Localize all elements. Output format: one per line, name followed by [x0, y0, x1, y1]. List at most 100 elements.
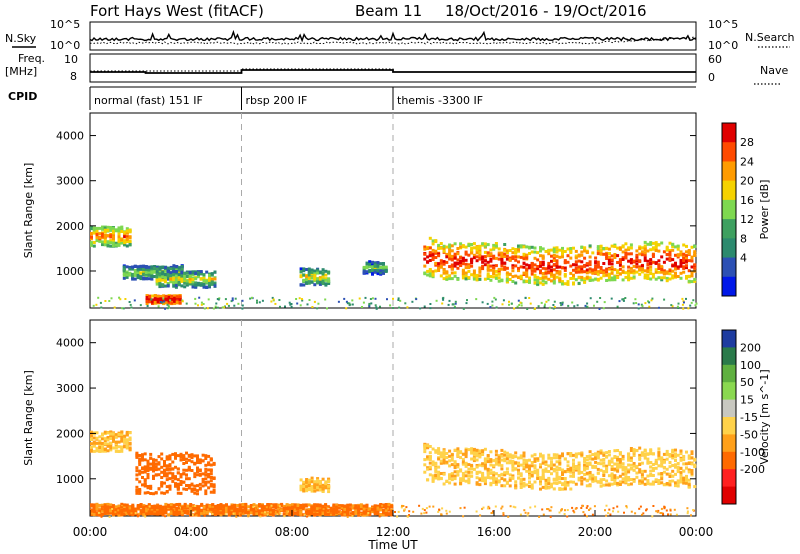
- velocity-echo-cell: [618, 451, 622, 455]
- power-echo-cell: [321, 271, 325, 275]
- power-echo-cell: [624, 242, 628, 246]
- power-echo-cell: [470, 273, 474, 277]
- power-echo-cell: [109, 226, 113, 229]
- power-echo-cell: [674, 261, 677, 265]
- velocity-echo-cell: [461, 452, 465, 456]
- power-echo-cell: [585, 268, 589, 272]
- power-noise-cell: [231, 297, 234, 300]
- velocity-echo-cell: [671, 469, 675, 473]
- velocity-echo-cell: [318, 488, 322, 492]
- velocity-echo-cell: [588, 457, 592, 461]
- power-noise-cell: [121, 307, 124, 310]
- velocity-echo-cell: [426, 467, 430, 471]
- velocity-echo-cell: [92, 444, 96, 448]
- power-echo-cell: [662, 250, 666, 254]
- velocity-echo-cell: [335, 503, 339, 507]
- velocity-echo-cell: [439, 452, 443, 456]
- power-echo-cell: [643, 276, 647, 280]
- velocity-echo-cell: [613, 474, 617, 478]
- freq-panel-frame: [89, 53, 697, 83]
- power-echo-cell: [671, 243, 675, 247]
- velocity-echo-cell: [136, 504, 140, 507]
- power-echo-cell: [128, 235, 132, 239]
- power-echo-cell: [145, 300, 149, 303]
- power-echo-cell: [583, 246, 587, 250]
- velocity-echo-cell: [481, 471, 485, 475]
- velocity-echo-cell: [117, 432, 121, 436]
- velocity-echo-cell: [541, 454, 545, 458]
- velocity-echo-cell: [174, 477, 177, 481]
- velocity-echo-cell: [260, 504, 264, 508]
- velocity-echo-cell: [682, 458, 686, 462]
- velocity-echo-cell: [90, 437, 93, 441]
- power-echo-cell: [588, 279, 592, 282]
- velocity-echo-cell: [503, 459, 507, 463]
- power-echo-cell: [638, 260, 642, 263]
- velocity-echo-cell: [475, 448, 479, 452]
- velocity-echo-cell: [101, 512, 104, 516]
- power-echo-cell: [459, 264, 463, 267]
- velocity-echo-cell: [332, 512, 336, 516]
- velocity-echo-cell: [327, 479, 331, 483]
- velocity-echo-cell: [550, 461, 553, 465]
- power-echo-cell: [431, 253, 435, 257]
- velocity-echo-cell: [348, 508, 352, 512]
- power-echo-cell: [423, 247, 427, 251]
- velocity-echo-cell: [423, 470, 427, 474]
- velocity-echo-cell: [357, 513, 361, 517]
- power-noise-cell: [637, 303, 640, 306]
- power-echo-cell: [148, 300, 152, 304]
- power-echo-cell: [145, 296, 149, 299]
- velocity-echo-cell: [442, 482, 446, 486]
- power-echo-cell: [318, 277, 322, 281]
- velocity-echo-cell: [552, 467, 556, 471]
- velocity-echo-cell: [503, 484, 507, 488]
- velocity-echo-cell: [486, 476, 490, 480]
- velocity-echo-cell: [685, 450, 688, 454]
- velocity-echo-cell: [585, 466, 589, 470]
- velocity-echo-cell: [313, 489, 317, 493]
- velocity-echo-cell: [442, 449, 446, 453]
- velocity-echo-cell: [106, 503, 110, 507]
- power-echo-cell: [618, 259, 622, 263]
- power-echo-cell: [109, 234, 113, 238]
- power-echo-cell: [120, 225, 124, 229]
- power-echo-cell: [632, 264, 636, 268]
- velocity-echo-cell: [654, 466, 658, 470]
- power-echo-cell: [310, 276, 314, 280]
- power-noise-cell: [392, 297, 394, 300]
- power-noise-cell: [233, 304, 236, 307]
- velocity-echo-cell: [580, 476, 584, 480]
- velocity-echo-cell: [450, 472, 454, 476]
- velocity-echo-cell: [434, 476, 438, 480]
- velocity-echo-cell: [359, 503, 363, 507]
- power-echo-cell: [437, 266, 441, 269]
- velocity-echo-cell: [164, 511, 168, 515]
- power-echo-cell: [649, 272, 653, 275]
- velocity-echo-cell: [591, 477, 595, 481]
- power-echo-cell: [431, 239, 435, 243]
- power-echo-cell: [489, 275, 493, 278]
- velocity-echo-cell: [478, 478, 482, 482]
- velocity-echo-cell: [632, 449, 636, 452]
- velocity-echo-cell: [227, 505, 231, 509]
- power-echo-cell: [668, 253, 672, 257]
- power-echo-cell: [583, 264, 587, 268]
- velocity-echo-cell: [211, 503, 215, 507]
- power-echo-cell: [646, 277, 650, 280]
- velocity-echo-cell: [627, 463, 631, 467]
- power-ytick-label: 2000: [56, 220, 84, 233]
- power-echo-cell: [464, 266, 468, 270]
- velocity-echo-cell: [640, 475, 644, 479]
- velocity-echo-cell: [128, 441, 132, 445]
- velocity-echo-cell: [536, 471, 540, 475]
- velocity-echo-cell: [357, 507, 361, 511]
- velocity-echo-cell: [423, 458, 427, 462]
- velocity-echo-cell: [134, 509, 138, 513]
- power-echo-cell: [202, 274, 206, 278]
- velocity-echo-cell: [346, 503, 350, 507]
- velocity-echo-cell: [249, 511, 253, 515]
- power-echo-cell: [481, 267, 485, 271]
- velocity-echo-cell: [472, 459, 476, 463]
- power-echo-cell: [552, 257, 556, 261]
